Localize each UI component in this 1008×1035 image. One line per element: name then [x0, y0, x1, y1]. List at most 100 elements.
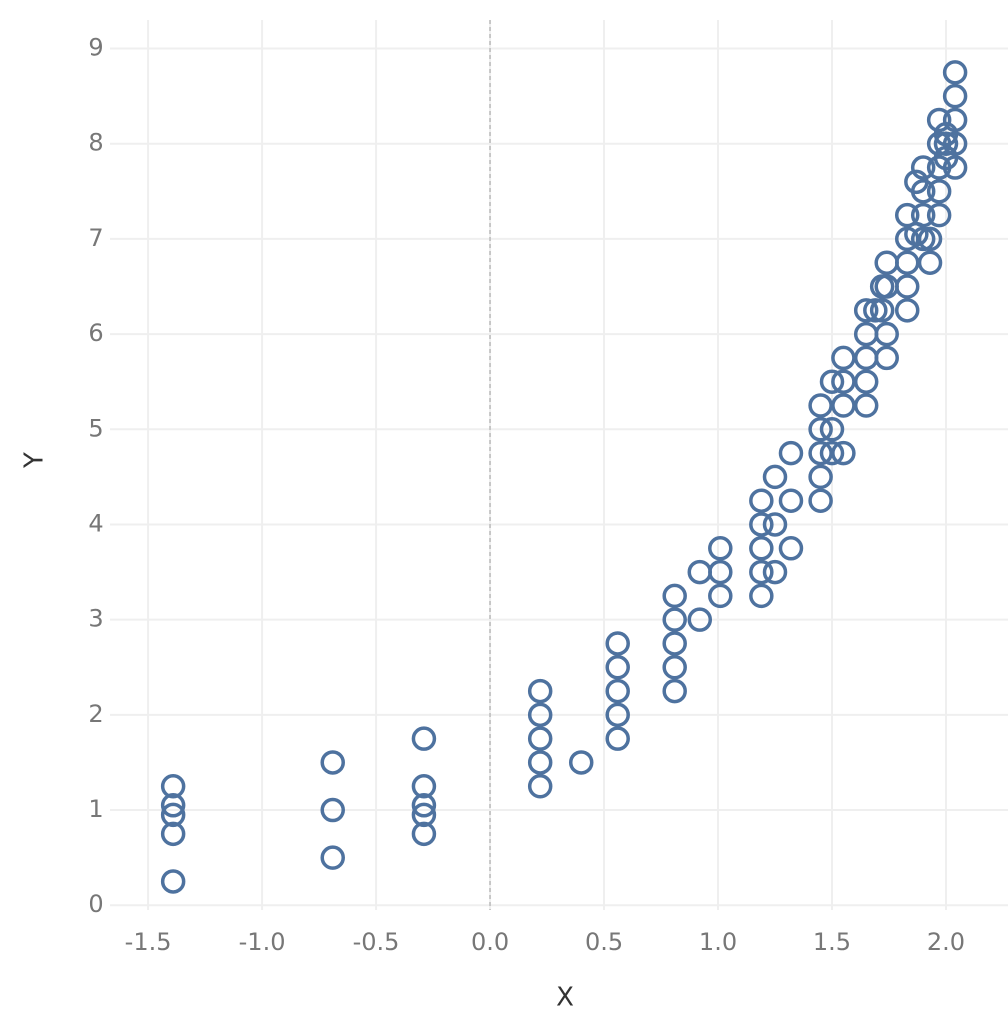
point — [708, 559, 733, 585]
x-tick-label: 1.5 — [813, 928, 851, 956]
point — [762, 464, 788, 490]
point — [687, 607, 713, 632]
point — [808, 464, 833, 490]
point — [778, 440, 804, 466]
point — [778, 536, 804, 561]
point — [853, 369, 879, 394]
point — [894, 202, 920, 228]
point — [778, 488, 804, 513]
point — [808, 440, 833, 466]
point — [910, 226, 936, 252]
point — [853, 393, 879, 418]
point — [926, 179, 952, 204]
y-axis-label: Y — [20, 452, 50, 469]
point — [819, 440, 845, 466]
point — [942, 131, 968, 156]
y-tick-label: 0 — [88, 890, 103, 918]
point — [942, 60, 968, 85]
point — [874, 345, 899, 371]
point — [894, 250, 920, 275]
point — [411, 793, 437, 818]
point — [527, 726, 553, 751]
point — [808, 488, 833, 513]
x-tick-label: -0.5 — [353, 928, 400, 956]
point — [762, 559, 788, 585]
point — [605, 702, 630, 728]
y-tick-label: 2 — [88, 700, 103, 728]
point — [160, 869, 186, 894]
point — [749, 488, 774, 513]
point — [942, 155, 968, 180]
point — [894, 298, 920, 323]
point — [874, 250, 899, 275]
point — [749, 559, 774, 585]
point — [527, 702, 553, 728]
point — [605, 678, 630, 704]
point — [869, 298, 895, 323]
x-tick-label: -1.5 — [125, 928, 172, 956]
x-tick-label: 2.0 — [927, 928, 965, 956]
point — [708, 583, 733, 609]
y-tick-label: 1 — [88, 795, 103, 823]
point — [762, 512, 788, 537]
point — [894, 274, 920, 299]
x-tick-label: 0.5 — [585, 928, 623, 956]
point — [411, 821, 437, 847]
point — [160, 802, 186, 828]
point — [320, 845, 345, 870]
point — [831, 345, 856, 371]
point — [605, 631, 630, 656]
point — [662, 631, 687, 656]
y-tick-label: 9 — [88, 34, 103, 62]
point — [819, 369, 845, 394]
y-tick-label: 8 — [88, 129, 103, 157]
point — [662, 678, 687, 704]
y-tick-label: 5 — [88, 414, 103, 442]
point — [917, 226, 943, 252]
point — [568, 750, 594, 775]
point — [926, 202, 952, 228]
point — [942, 83, 968, 109]
point — [808, 393, 833, 418]
point — [808, 417, 833, 442]
y-tick-label: 3 — [88, 605, 103, 633]
x-tick-label: 0.0 — [471, 928, 509, 956]
point — [749, 583, 774, 609]
x-tick-label: 1.0 — [699, 928, 737, 956]
point — [160, 774, 186, 799]
y-tick-label: 6 — [88, 319, 103, 347]
point — [662, 655, 687, 680]
point — [160, 821, 186, 847]
point — [933, 131, 959, 156]
point — [910, 179, 936, 204]
point — [831, 369, 856, 394]
point — [160, 793, 186, 818]
point — [853, 345, 879, 371]
point — [662, 583, 687, 609]
point — [411, 726, 437, 751]
x-axis-label: X — [556, 983, 574, 1013]
point — [942, 107, 968, 133]
point — [662, 607, 687, 632]
point — [687, 559, 713, 585]
point — [605, 655, 630, 680]
point — [605, 726, 630, 751]
point — [917, 250, 943, 275]
point — [831, 440, 856, 466]
point — [411, 802, 437, 828]
point — [749, 512, 774, 537]
point — [831, 393, 856, 418]
point — [527, 750, 553, 775]
point — [910, 155, 936, 180]
point — [749, 536, 774, 561]
point — [819, 417, 845, 442]
point — [320, 797, 345, 823]
point — [320, 750, 345, 775]
point — [853, 298, 879, 323]
point — [527, 774, 553, 799]
point — [863, 298, 888, 323]
point — [910, 202, 936, 228]
point — [411, 774, 437, 799]
point — [926, 107, 952, 133]
